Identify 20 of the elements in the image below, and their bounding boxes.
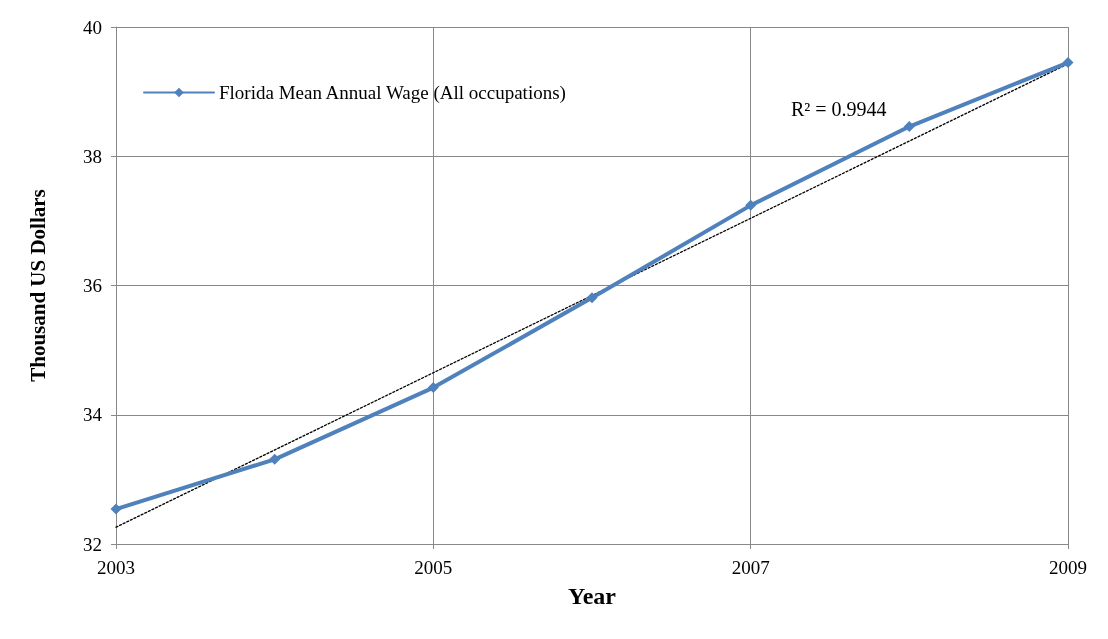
y-tick-label: 32 bbox=[83, 533, 102, 555]
x-tick-label: 2005 bbox=[414, 557, 453, 578]
point bbox=[110, 503, 122, 515]
point bbox=[269, 453, 281, 465]
y-tick-label: 40 bbox=[83, 16, 102, 38]
legend-label: Florida Mean Annual Wage (All occupations) bbox=[219, 82, 566, 104]
y-tick-label: 38 bbox=[83, 145, 102, 167]
annotation: R² = 0.9944 bbox=[791, 98, 887, 120]
point bbox=[427, 382, 439, 394]
point bbox=[1062, 57, 1074, 69]
x-axis-title: Year bbox=[568, 583, 617, 609]
x-tick-label: 2009 bbox=[1049, 557, 1087, 578]
point bbox=[745, 199, 757, 211]
point bbox=[586, 292, 598, 304]
x-tick-label: 2007 bbox=[731, 557, 770, 578]
y-tick-label: 36 bbox=[83, 275, 102, 296]
point bbox=[903, 121, 915, 133]
y-axis-title: Thousand US Dollars bbox=[25, 189, 50, 382]
x-tick-label: 2003 bbox=[97, 557, 135, 578]
y-tick-label: 34 bbox=[83, 404, 103, 426]
